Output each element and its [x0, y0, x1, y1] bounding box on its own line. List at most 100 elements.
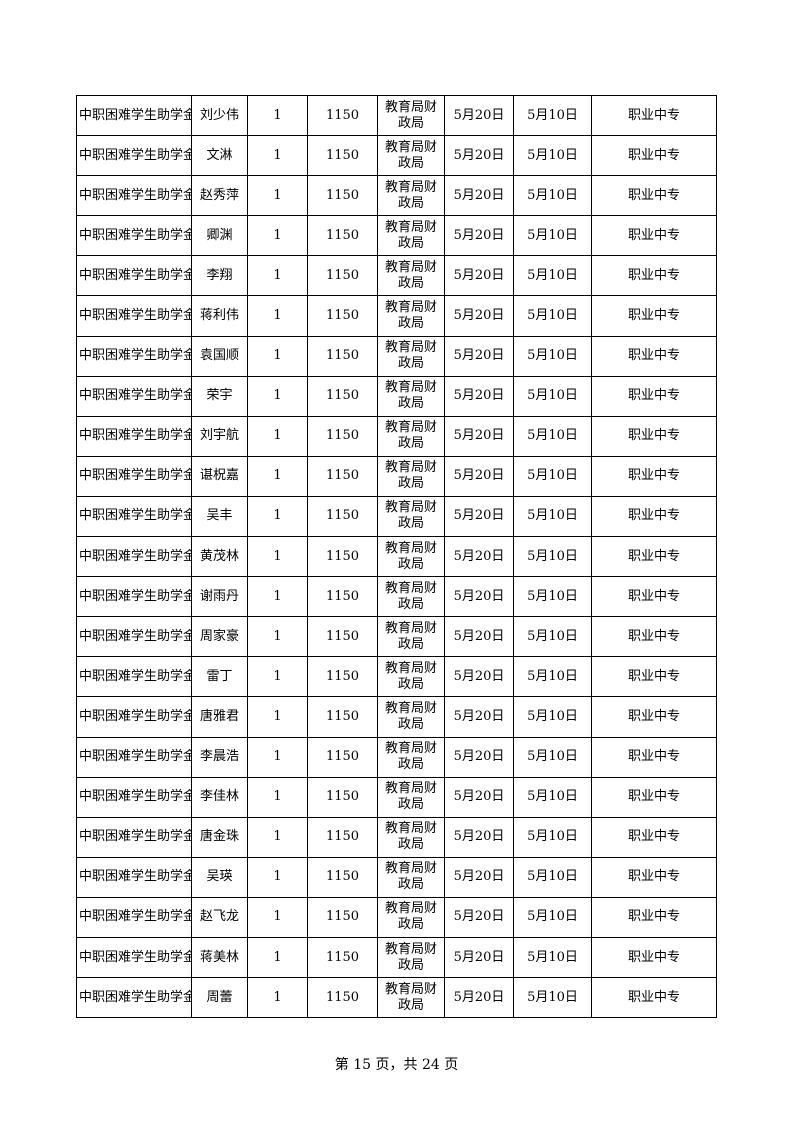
table-cell: 教育局财政局 — [377, 295, 445, 337]
table-cell: 1 — [247, 696, 308, 738]
table-cell: 职业中专 — [591, 856, 717, 898]
table-cell: 5月10日 — [513, 335, 592, 377]
table-cell: 职业中专 — [591, 215, 717, 257]
table-cell: 5月10日 — [513, 255, 592, 297]
table-cell: 1150 — [307, 816, 378, 858]
table-row: 中职困难学生助学金 唐金珠 1 1150 教育局财政局 5月20日 5月10日 职业中专 — [76, 816, 717, 858]
table-cell: 中职困难学生助学金 — [76, 656, 192, 698]
table-cell: 中职困难学生助学金 — [76, 576, 192, 618]
table-cell: 5月20日 — [444, 856, 514, 898]
table-cell: 周蕾 — [191, 977, 248, 1019]
table-cell: 5月20日 — [444, 936, 514, 979]
table-cell: 中职困难学生助学金 — [76, 335, 192, 377]
table-cell: 1 — [247, 215, 308, 257]
table-cell: 1150 — [307, 736, 378, 778]
table-row: 中职困难学生助学金 蒋美林 1 1150 教育局财政局 5月20日 5月10日 职业中专 — [76, 936, 717, 979]
table-cell: 谌柷嘉 — [191, 455, 248, 497]
table-cell: 1 — [247, 375, 308, 417]
table-cell: 1 — [247, 816, 308, 858]
table-row: 中职困难学生助学金 赵飞龙 1 1150 教育局财政局 5月20日 5月10日 职业中专 — [76, 896, 717, 938]
table-cell: 1 — [247, 135, 308, 177]
table-cell: 袁国顺 — [191, 335, 248, 377]
table-cell: 5月20日 — [444, 215, 514, 257]
table-cell: 教育局财政局 — [377, 896, 445, 938]
table-cell: 中职困难学生助学金 — [76, 776, 192, 818]
table-cell: 职业中专 — [591, 495, 717, 538]
table-cell: 中职困难学生助学金 — [76, 616, 192, 658]
table-cell: 教育局财政局 — [377, 856, 445, 898]
table-cell: 5月10日 — [513, 656, 592, 698]
table-cell: 教育局财政局 — [377, 175, 445, 217]
table-cell: 教育局财政局 — [377, 495, 445, 538]
table-cell: 教育局财政局 — [377, 776, 445, 818]
table-cell: 5月10日 — [513, 816, 592, 858]
table-cell: 中职困难学生助学金 — [76, 936, 192, 979]
table-cell: 职业中专 — [591, 295, 717, 337]
table-cell: 中职困难学生助学金 — [76, 175, 192, 217]
table-cell: 1150 — [307, 94, 378, 137]
table-cell: 1 — [247, 576, 308, 618]
table-cell: 文淋 — [191, 135, 248, 177]
table-row: 中职困难学生助学金 李晨浩 1 1150 教育局财政局 5月20日 5月10日 职业中专 — [76, 736, 717, 778]
table-row: 中职困难学生助学金 吴丰 1 1150 教育局财政局 5月20日 5月10日 职业中专 — [76, 495, 717, 538]
table-cell: 5月20日 — [444, 696, 514, 738]
table-row: 中职困难学生助学金 刘宇航 1 1150 教育局财政局 5月20日 5月10日 职业中专 — [76, 415, 717, 457]
table-cell: 1 — [247, 295, 308, 337]
table-cell: 周家豪 — [191, 616, 248, 658]
table-cell: 蒋美林 — [191, 936, 248, 979]
table-cell: 中职困难学生助学金 — [76, 135, 192, 177]
table-cell: 职业中专 — [591, 936, 717, 979]
table-cell: 1150 — [307, 776, 378, 818]
table-cell: 5月10日 — [513, 696, 592, 738]
table-cell: 谢雨丹 — [191, 576, 248, 618]
table-cell: 5月20日 — [444, 616, 514, 658]
table-cell: 教育局财政局 — [377, 816, 445, 858]
table-cell: 5月10日 — [513, 135, 592, 177]
table-cell: 5月20日 — [444, 576, 514, 618]
table-cell: 5月10日 — [513, 495, 592, 538]
table-row: 中职困难学生助学金 吴瑛 1 1150 教育局财政局 5月20日 5月10日 职业中专 — [76, 856, 717, 898]
table-cell: 5月20日 — [444, 94, 514, 137]
table-cell: 职业中专 — [591, 896, 717, 938]
table-cell: 1 — [247, 536, 308, 578]
table-row: 中职困难学生助学金 唐雅君 1 1150 教育局财政局 5月20日 5月10日 职业中专 — [76, 696, 717, 738]
table-cell: 5月10日 — [513, 776, 592, 818]
table-cell: 教育局财政局 — [377, 135, 445, 177]
table-cell: 中职困难学生助学金 — [76, 415, 192, 457]
table-cell: 5月20日 — [444, 335, 514, 377]
table-row: 中职困难学生助学金 谢雨丹 1 1150 教育局财政局 5月20日 5月10日 职业中专 — [76, 576, 717, 618]
table-row: 中职困难学生助学金 周蕾 1 1150 教育局财政局 5月20日 5月10日 职业中专 — [76, 977, 717, 1019]
table-row: 中职困难学生助学金 谌柷嘉 1 1150 教育局财政局 5月20日 5月10日 职业中专 — [76, 455, 717, 497]
table-cell: 5月10日 — [513, 576, 592, 618]
table-cell: 中职困难学生助学金 — [76, 977, 192, 1019]
table-cell: 吴瑛 — [191, 856, 248, 898]
table-cell: 中职困难学生助学金 — [76, 696, 192, 738]
table-cell: 1150 — [307, 255, 378, 297]
table-row: 中职困难学生助学金 刘少伟 1 1150 教育局财政局 5月20日 5月10日 职业中专 — [76, 94, 717, 137]
table-cell: 教育局财政局 — [377, 656, 445, 698]
table-cell: 荣宇 — [191, 375, 248, 417]
table-cell: 5月20日 — [444, 736, 514, 778]
table-cell: 职业中专 — [591, 135, 717, 177]
table-cell: 1150 — [307, 215, 378, 257]
table-row: 中职困难学生助学金 李佳林 1 1150 教育局财政局 5月20日 5月10日 职业中专 — [76, 776, 717, 818]
table-cell: 1150 — [307, 135, 378, 177]
table-cell: 刘宇航 — [191, 415, 248, 457]
table-cell: 职业中专 — [591, 977, 717, 1019]
table-cell: 1150 — [307, 936, 378, 979]
table-cell: 教育局财政局 — [377, 335, 445, 377]
table-cell: 5月10日 — [513, 977, 592, 1019]
table-cell: 中职困难学生助学金 — [76, 255, 192, 297]
table-cell: 1 — [247, 495, 308, 538]
table-cell: 赵飞龙 — [191, 896, 248, 938]
table-cell: 1 — [247, 94, 308, 137]
table-cell: 5月20日 — [444, 896, 514, 938]
table-cell: 教育局财政局 — [377, 455, 445, 497]
table-cell: 5月10日 — [513, 375, 592, 417]
table-cell: 李晨浩 — [191, 736, 248, 778]
table-cell: 赵秀萍 — [191, 175, 248, 217]
table-cell: 职业中专 — [591, 576, 717, 618]
table-row: 中职困难学生助学金 赵秀萍 1 1150 教育局财政局 5月20日 5月10日 职业中专 — [76, 175, 717, 217]
table-cell: 职业中专 — [591, 736, 717, 778]
table-cell: 职业中专 — [591, 536, 717, 578]
